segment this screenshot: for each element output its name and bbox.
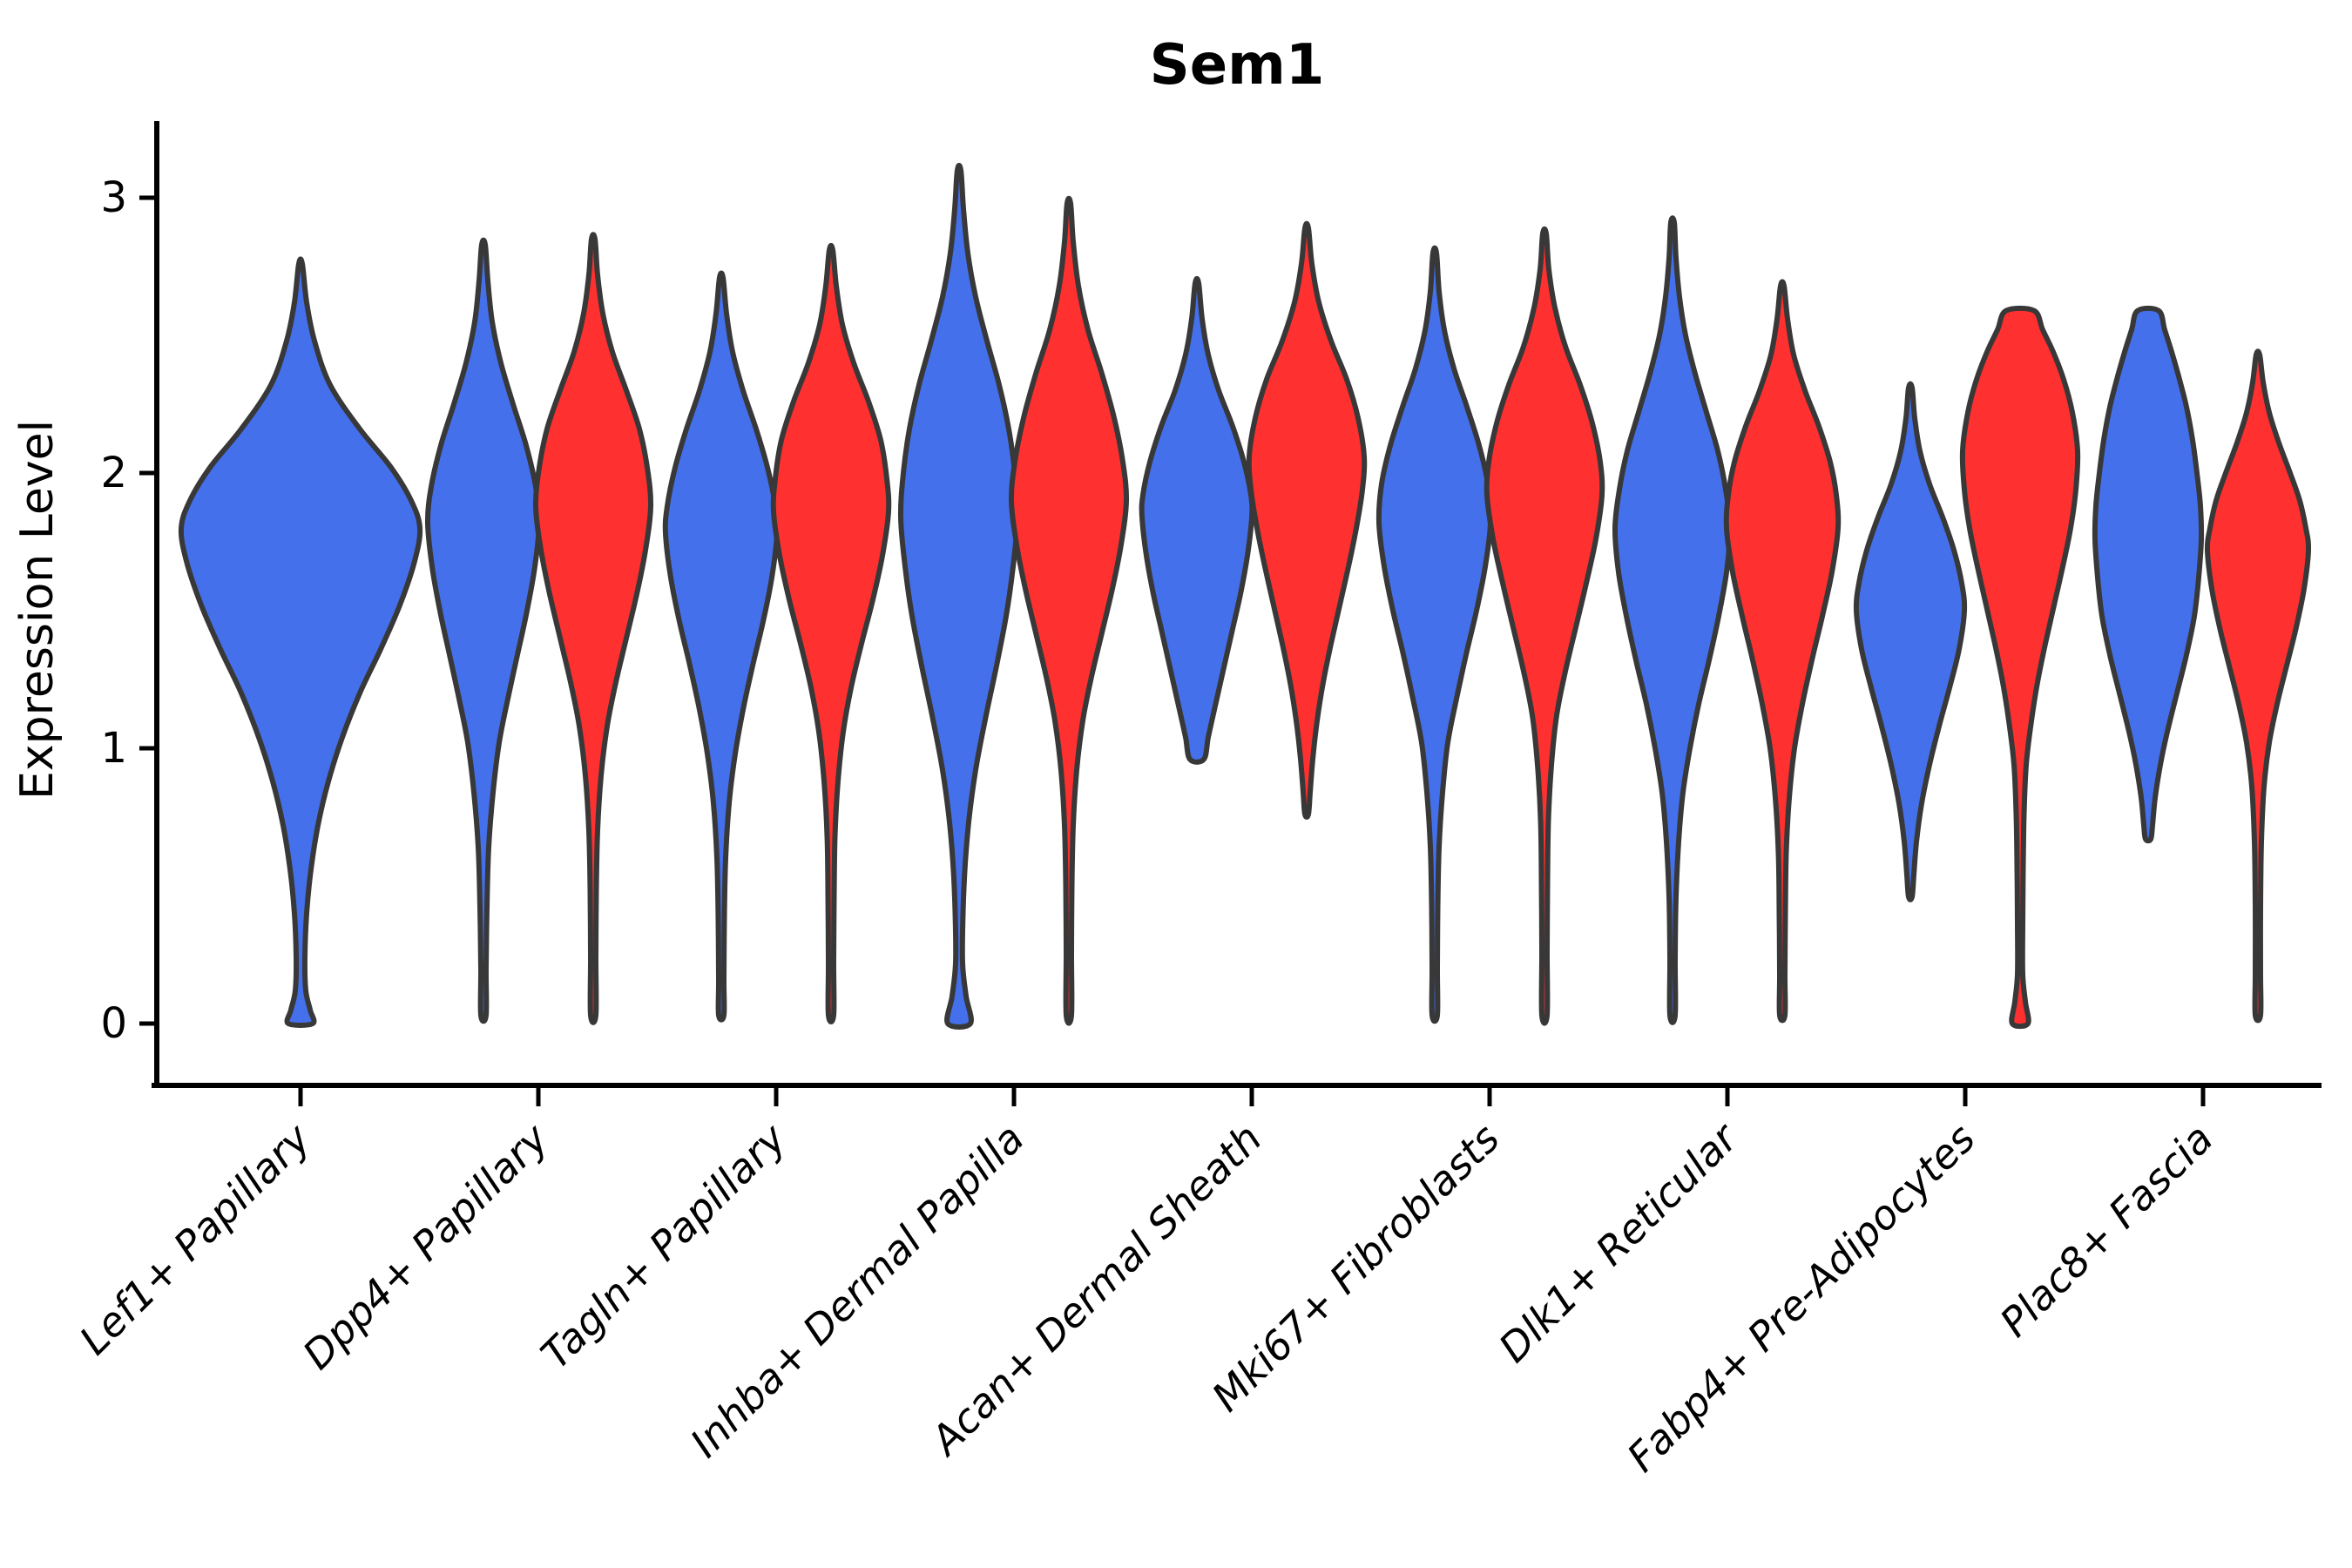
violin-series (178, 162, 2312, 1030)
violin-lef1-papillary-blue (178, 256, 423, 1028)
chart-title: Sem1 (1150, 33, 1325, 98)
y-tick-label: 2 (100, 449, 127, 497)
violin-fabp4-pre-adipocytes-blue (1853, 381, 1968, 902)
x-tick-label: Dpp4+ Papillary (294, 1114, 558, 1378)
y-tick-label: 1 (100, 724, 127, 773)
y-tick-label: 0 (100, 999, 127, 1048)
x-tick-label: Lef1+ Papillary (71, 1114, 320, 1363)
x-tick-label: Plac8+ Fascia (1990, 1115, 2221, 1346)
y-axis-label: Expression Level (11, 420, 64, 800)
violin-tagln-papillary-blue (662, 270, 781, 1023)
violin-inhba-dermal-papilla-red (1008, 195, 1130, 1026)
violin-fabp4-pre-adipocytes-red (1959, 305, 2081, 1030)
x-tick-label: Dlk1+ Reticular (1490, 1112, 1748, 1371)
violin-dlk1-reticular-red (1723, 279, 1842, 1024)
x-tick-label: Tagln+ Papillary (531, 1114, 795, 1378)
violin-mki67-fibroblasts-red (1484, 226, 1605, 1026)
violin-inhba-dermal-papilla-blue (897, 162, 1021, 1030)
violin-plac8-fascia-red (2204, 348, 2312, 1024)
violin-dpp4-papillary-red (532, 232, 654, 1025)
violin-dlk1-reticular-blue (1612, 215, 1734, 1025)
violin-tagln-papillary-red (770, 242, 892, 1024)
violin-acan-dermal-sheath-red (1246, 220, 1368, 821)
violin-acan-dermal-sheath-blue (1139, 275, 1255, 765)
violin-mki67-fibroblasts-blue (1375, 245, 1494, 1024)
y-axis-ticks: 0 1 2 3 (100, 173, 157, 1048)
violin-plac8-fascia-blue (2092, 305, 2205, 844)
violin-dpp4-papillary-blue (424, 237, 543, 1024)
y-tick-label: 3 (100, 173, 127, 222)
